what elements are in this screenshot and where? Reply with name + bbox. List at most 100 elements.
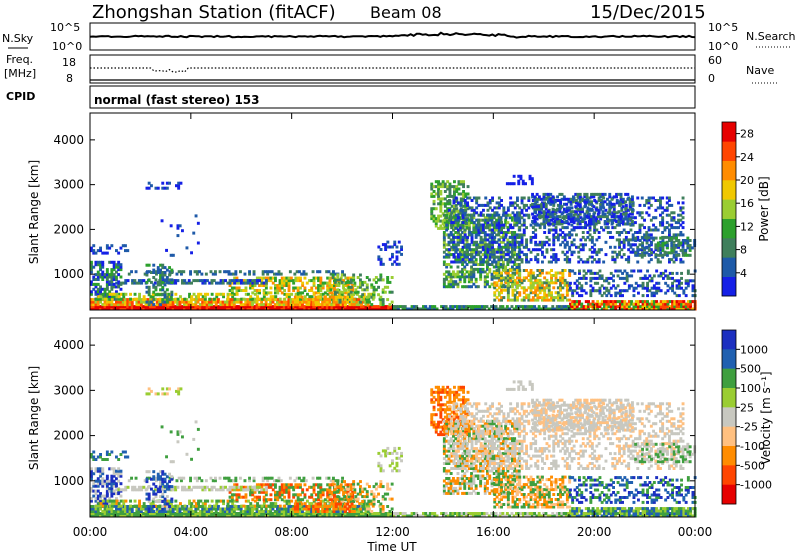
echo-cell	[228, 279, 232, 283]
echo-cell	[152, 276, 156, 279]
echo-cell	[374, 276, 378, 279]
echo-cell	[501, 263, 505, 266]
echo-cell	[350, 307, 354, 311]
echo-cell	[152, 290, 156, 294]
echo-cell	[632, 269, 636, 273]
echo-cell	[517, 235, 521, 239]
echo-cell	[167, 303, 170, 307]
echo-cell	[117, 512, 121, 515]
echo-cell	[583, 200, 587, 204]
echo-cell	[215, 292, 219, 296]
echo-cell	[386, 298, 390, 302]
echo-cell	[597, 231, 601, 234]
echo-cell	[668, 203, 671, 207]
echo-cell	[552, 274, 556, 277]
echo-cell	[593, 199, 597, 202]
echo-cell	[474, 305, 478, 309]
echo-cell	[649, 248, 653, 252]
echo-cell	[540, 197, 544, 201]
echo-cell	[643, 253, 647, 257]
echo-cell	[649, 218, 653, 222]
echo-cell	[617, 210, 621, 214]
echo-cell	[511, 235, 515, 239]
echo-cell	[101, 292, 105, 296]
echo-cell	[656, 244, 660, 247]
echo-cell	[344, 284, 348, 287]
echo-cell	[165, 288, 169, 292]
echo-cell	[239, 305, 243, 309]
echo-cell	[674, 258, 678, 262]
echo-cell	[688, 244, 692, 247]
echo-cell	[652, 294, 656, 298]
echo-cell	[689, 300, 693, 304]
echo-cell	[467, 280, 471, 284]
colorbar-segment	[722, 218, 736, 239]
echo-cell	[384, 245, 388, 249]
echo-cell	[345, 280, 349, 284]
echo-cell	[344, 512, 347, 515]
echo-cell	[447, 255, 451, 259]
echo-cell	[128, 307, 132, 311]
echo-cell	[506, 269, 510, 272]
echo-cell	[488, 263, 492, 266]
echo-cell	[691, 294, 695, 298]
echo-cell	[591, 307, 595, 311]
echo-cell	[511, 276, 515, 280]
echo-cell	[154, 293, 158, 297]
echo-cell	[631, 197, 634, 201]
echo-cell	[659, 206, 662, 210]
echo-cell	[479, 255, 483, 259]
echo-cell	[636, 245, 640, 249]
echo-cell	[185, 300, 189, 304]
echo-cell	[550, 296, 553, 300]
nave-trace	[90, 67, 695, 73]
echo-cell	[670, 218, 674, 222]
echo-cell	[370, 285, 374, 289]
echo-cell	[513, 248, 517, 252]
echo-cell	[603, 222, 607, 226]
echo-cell	[287, 284, 291, 287]
echo-cell	[561, 240, 565, 244]
echo-cell	[163, 293, 167, 297]
echo-cell	[303, 295, 307, 299]
echo-cell	[590, 260, 594, 264]
echo-cell	[661, 223, 665, 227]
echo-cell	[343, 295, 347, 299]
echo-cell	[681, 253, 685, 257]
echo-cell	[303, 512, 307, 515]
echo-cell	[461, 258, 465, 262]
echo-cell	[296, 298, 300, 302]
echo-cell	[198, 270, 201, 274]
echo-cell	[212, 512, 216, 515]
echo-cell	[670, 223, 674, 227]
echo-cell	[346, 300, 349, 304]
echo-cell	[244, 512, 248, 515]
echo-cell	[600, 276, 604, 280]
echo-cell	[173, 307, 177, 311]
echo-cell	[615, 211, 619, 215]
echo-cell	[299, 295, 303, 299]
echo-cell	[568, 248, 572, 252]
echo-cell	[499, 216, 503, 220]
echo-cell	[552, 228, 556, 232]
echo-cell	[610, 202, 614, 206]
echo-cell	[312, 307, 316, 311]
echo-cell	[677, 307, 681, 311]
echo-cell	[645, 251, 649, 255]
echo-cell	[382, 307, 386, 311]
echo-cell	[346, 307, 350, 311]
echo-cell	[538, 281, 542, 285]
echo-cell	[108, 273, 112, 277]
echo-cell	[519, 305, 523, 309]
echo-cell	[137, 307, 141, 311]
echo-cell	[520, 278, 524, 282]
echo-cell	[554, 253, 558, 257]
echo-cell	[196, 279, 200, 283]
echo-cell	[412, 307, 416, 311]
echo-cell	[600, 302, 604, 306]
echo-cell	[556, 298, 560, 302]
echo-cell	[316, 512, 320, 515]
echo-cell	[536, 298, 540, 302]
echo-cell	[522, 245, 526, 249]
echo-cell	[659, 221, 662, 225]
